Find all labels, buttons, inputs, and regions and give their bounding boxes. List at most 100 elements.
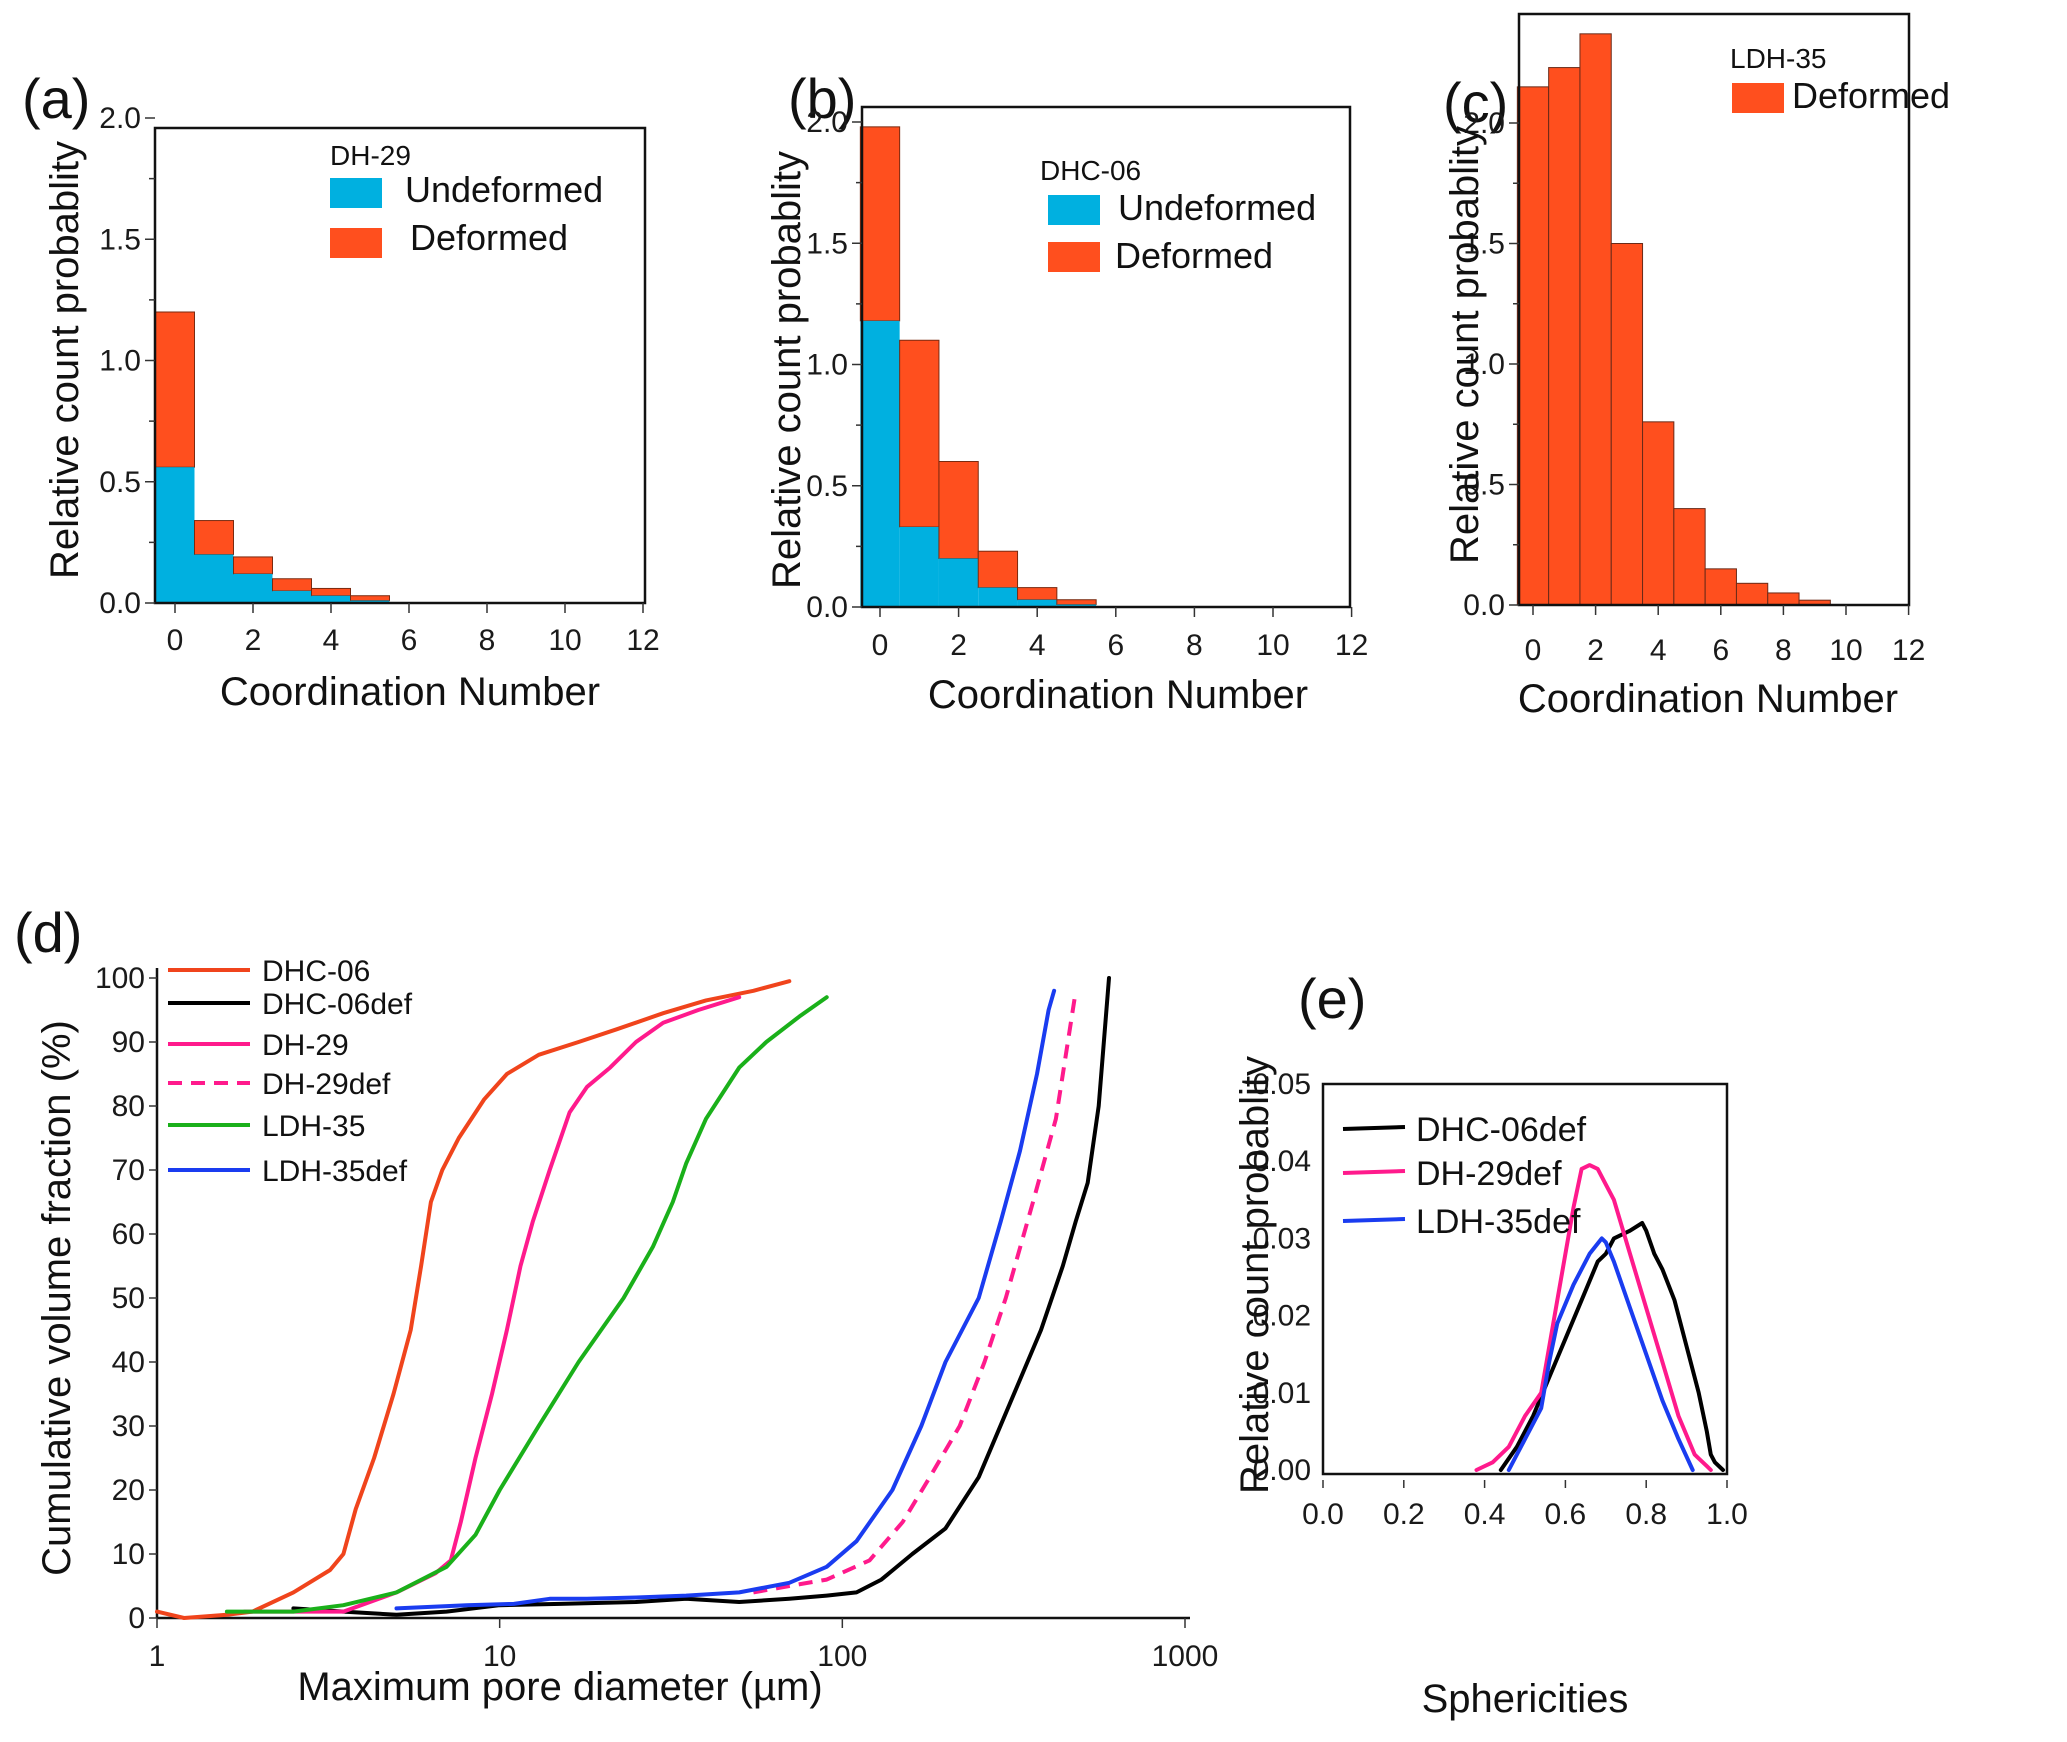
x-tick-label: 2 <box>950 629 967 662</box>
bar-undeformed-0 <box>155 467 195 603</box>
x-tick-label: 6 <box>1107 629 1124 662</box>
x-tick-label: 10 <box>548 624 581 657</box>
legend-title: LDH-35 <box>1730 43 1826 74</box>
y-tick-label: 0.5 <box>1463 469 1505 502</box>
bar-deformed-1 <box>899 339 940 528</box>
legend-label-deformed: Deformed <box>1115 235 1273 276</box>
x-tick-label: 4 <box>323 624 340 657</box>
legend-line-dhc-06def <box>1342 1125 1406 1131</box>
x-axis-title: Coordination Number <box>928 673 1308 717</box>
x-tick-label: 8 <box>1775 634 1792 667</box>
panel-label-b: (b) <box>788 67 856 130</box>
panel-label-e: (e) <box>1298 967 1366 1030</box>
y-axis-title: Cumulative volume fraction (%) <box>35 1020 79 1576</box>
panel-a-coordination-histogram: 0.0 0.5 1.0 1.5 2.0 0 2 4 6 8 10 12 Coordination Num… <box>43 102 660 714</box>
legend-label-dhc-06def: DHC-06def <box>1416 1111 1587 1149</box>
bar-deformed-1 <box>1548 67 1581 606</box>
series-line-dhc-06 <box>155 979 792 1620</box>
bar-deformed-5 <box>350 595 390 602</box>
x-axis-title: Sphericities <box>1422 1677 1629 1721</box>
bar-deformed-7 <box>1735 582 1769 606</box>
legend-label-dh-29def: DH-29def <box>262 1068 391 1101</box>
bar-deformed-1 <box>194 520 234 555</box>
y-tick-label: 1.0 <box>99 345 141 378</box>
bar-deformed-0 <box>859 126 901 322</box>
legend-label-dhc-06def: DHC-06def <box>262 988 413 1021</box>
bar-deformed-2 <box>233 556 273 575</box>
legend-label-dh-29def: DH-29def <box>1416 1155 1562 1193</box>
y-tick-label: 0.0 <box>1463 589 1505 622</box>
x-tick-label: 10 <box>1256 629 1289 662</box>
y-tick-label: 1.0 <box>1463 348 1505 381</box>
y-tick-label: 0.00 <box>1253 1454 1311 1487</box>
y-tick-label: 1.5 <box>1463 228 1505 261</box>
bar-undeformed-2 <box>233 573 273 603</box>
y-tick-label: 0.04 <box>1253 1145 1311 1178</box>
x-axis-title: Maximum pore diameter (µm) <box>297 1665 822 1709</box>
x-tick-label: 1 <box>149 1640 166 1673</box>
legend-line-ldh-35def <box>1342 1217 1406 1223</box>
y-tick-label: 1.0 <box>806 349 848 382</box>
legend-label-undeformed: Undeformed <box>405 169 603 210</box>
bar-deformed-2 <box>938 461 979 559</box>
panel-label-c: (c) <box>1443 71 1508 134</box>
legend-label-ldh-35: LDH-35 <box>262 1110 365 1143</box>
bar-deformed-4 <box>1017 587 1058 601</box>
x-tick-label: 0.6 <box>1545 1498 1587 1531</box>
bar-undeformed-4 <box>1017 599 1057 607</box>
y-tick-label: 2.0 <box>99 102 141 135</box>
bar-deformed-5 <box>1673 508 1706 606</box>
y-axis-title: Relative count probablity <box>1443 126 1487 564</box>
legend-swatch-deformed <box>1732 83 1784 113</box>
legend-swatch-deformed <box>1048 242 1100 272</box>
y-tick-label: 2.0 <box>806 106 848 139</box>
y-tick-label: 30 <box>112 1410 145 1443</box>
bar-undeformed-2 <box>938 558 979 607</box>
panel-label-d: (d) <box>14 901 82 964</box>
plot-frame <box>1517 12 1911 607</box>
y-tick-label: 1.5 <box>806 227 848 260</box>
y-tick-label: 60 <box>112 1218 145 1251</box>
y-tick-label: 2.0 <box>1463 107 1505 140</box>
bar-deformed-0 <box>155 311 195 468</box>
bar-undeformed-3 <box>272 590 312 603</box>
series-line-ldh-35def <box>1506 1236 1695 1472</box>
panel-c-coordination-histogram: 0.0 0.5 1.0 1.5 2.0 0 2 4 6 8 10 12 Coordination Num… <box>1443 12 1950 721</box>
legend-label-ldh-35def: LDH-35def <box>1416 1203 1581 1241</box>
y-tick-label: 0.01 <box>1253 1377 1311 1410</box>
y-tick-label: 20 <box>112 1474 145 1507</box>
x-tick-label: 0 <box>872 629 889 662</box>
y-tick-label: 50 <box>112 1282 145 1315</box>
x-tick-label: 10 <box>1829 634 1862 667</box>
x-tick-label: 8 <box>1186 629 1203 662</box>
legend-swatch-undeformed <box>1048 195 1100 225</box>
y-tick-label: 90 <box>112 1026 145 1059</box>
y-axis-title: Relative count probablity <box>1233 1056 1277 1494</box>
plot-frame <box>1321 1082 1729 1476</box>
bar-undeformed-3 <box>978 587 1018 607</box>
x-tick-label: 6 <box>401 624 418 657</box>
x-tick-label: 4 <box>1029 629 1046 662</box>
x-tick-label: 8 <box>479 624 496 657</box>
x-axis-title: Coordination Number <box>1518 677 1898 721</box>
x-tick-label: 10 <box>483 1640 516 1673</box>
legend-swatch-undeformed <box>330 178 382 208</box>
bar-deformed-4 <box>1642 421 1675 606</box>
y-tick-label: 0.0 <box>806 591 848 624</box>
y-tick-label: 0.5 <box>806 470 848 503</box>
plot-frame <box>860 105 1352 609</box>
y-tick-label: 10 <box>112 1538 145 1571</box>
legend-label-deformed: Deformed <box>410 217 568 258</box>
bar-deformed-4 <box>311 587 351 597</box>
x-tick-label: 4 <box>1650 634 1667 667</box>
bar-undeformed-0 <box>860 320 900 607</box>
x-tick-label: 2 <box>245 624 262 657</box>
series-line-dh-29def <box>753 990 1078 1595</box>
x-axis-title: Coordination Number <box>220 670 600 714</box>
y-tick-label: 0.0 <box>99 587 141 620</box>
y-axis-title: Relative count probablity <box>765 151 809 589</box>
x-tick-label: 0.4 <box>1464 1498 1506 1531</box>
bar-deformed-8 <box>1767 592 1800 606</box>
bar-deformed-3 <box>272 578 312 592</box>
